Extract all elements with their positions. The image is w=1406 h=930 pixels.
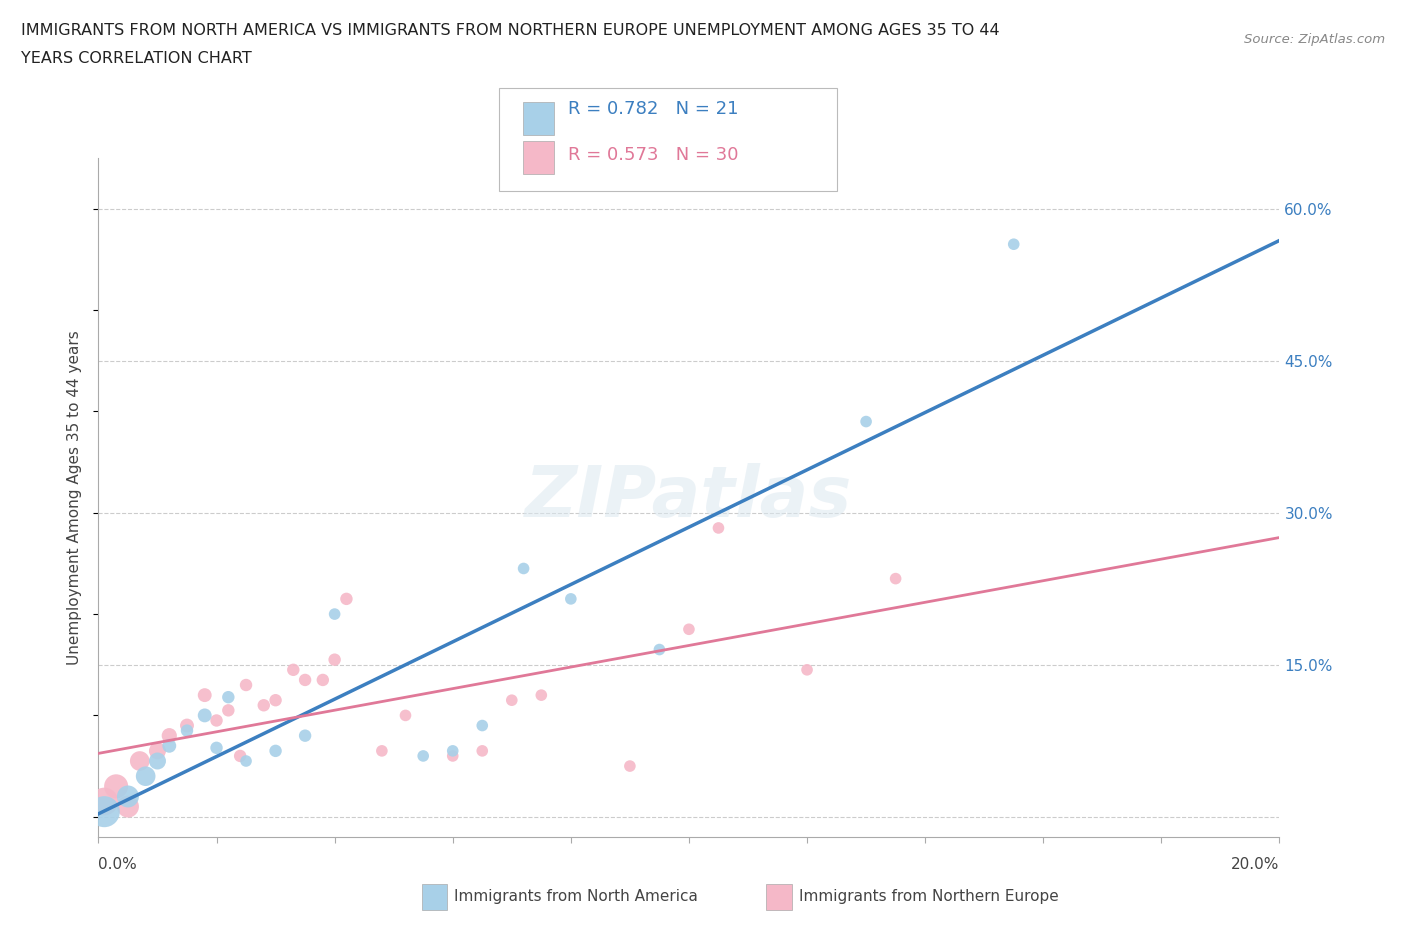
Point	[283, 662, 305, 677]
Point	[707, 521, 730, 536]
Point	[146, 753, 169, 768]
Point	[194, 687, 217, 702]
Point	[294, 728, 316, 743]
Point	[117, 799, 139, 814]
Point	[235, 753, 257, 768]
Point	[371, 743, 394, 758]
Point	[323, 652, 346, 667]
Point	[117, 789, 139, 804]
Point	[678, 622, 700, 637]
Point	[93, 804, 115, 819]
Text: IMMIGRANTS FROM NORTH AMERICA VS IMMIGRANTS FROM NORTHERN EUROPE UNEMPLOYMENT AM: IMMIGRANTS FROM NORTH AMERICA VS IMMIGRA…	[21, 23, 1000, 38]
Point	[796, 662, 818, 677]
Point	[394, 708, 416, 723]
Text: 20.0%: 20.0%	[1232, 857, 1279, 872]
Point	[135, 769, 157, 784]
Point	[294, 672, 316, 687]
Point	[235, 678, 257, 693]
Point	[157, 738, 180, 753]
Point	[648, 642, 671, 657]
Point	[501, 693, 523, 708]
Point	[560, 591, 582, 606]
Text: R = 0.573   N = 30: R = 0.573 N = 30	[568, 146, 738, 165]
Text: YEARS CORRELATION CHART: YEARS CORRELATION CHART	[21, 51, 252, 66]
Point	[441, 749, 464, 764]
Text: Immigrants from North America: Immigrants from North America	[454, 889, 697, 904]
Point	[229, 749, 252, 764]
Point	[471, 718, 494, 733]
Point	[441, 743, 464, 758]
Point	[1002, 237, 1025, 252]
Point	[855, 414, 877, 429]
Point	[512, 561, 534, 576]
Point	[146, 743, 169, 758]
Point	[619, 759, 641, 774]
Point	[253, 698, 276, 712]
Text: ZIPatlas: ZIPatlas	[526, 463, 852, 532]
Point	[323, 606, 346, 621]
Point	[312, 672, 335, 687]
Point	[884, 571, 907, 586]
Point	[335, 591, 357, 606]
Point	[264, 693, 287, 708]
Text: R = 0.782   N = 21: R = 0.782 N = 21	[568, 100, 738, 118]
Text: 0.0%: 0.0%	[98, 857, 138, 872]
Point	[264, 743, 287, 758]
Point	[157, 728, 180, 743]
Point	[205, 713, 228, 728]
Point	[205, 740, 228, 755]
Point	[217, 703, 239, 718]
Point	[105, 779, 128, 794]
Point	[128, 753, 150, 768]
Point	[194, 708, 217, 723]
Point	[176, 724, 198, 738]
Point	[530, 687, 553, 702]
Point	[217, 690, 239, 705]
Point	[93, 794, 115, 809]
Text: Immigrants from Northern Europe: Immigrants from Northern Europe	[799, 889, 1059, 904]
Y-axis label: Unemployment Among Ages 35 to 44 years: Unemployment Among Ages 35 to 44 years	[67, 330, 83, 665]
Point	[412, 749, 434, 764]
Point	[471, 743, 494, 758]
Point	[176, 718, 198, 733]
Text: Source: ZipAtlas.com: Source: ZipAtlas.com	[1244, 33, 1385, 46]
